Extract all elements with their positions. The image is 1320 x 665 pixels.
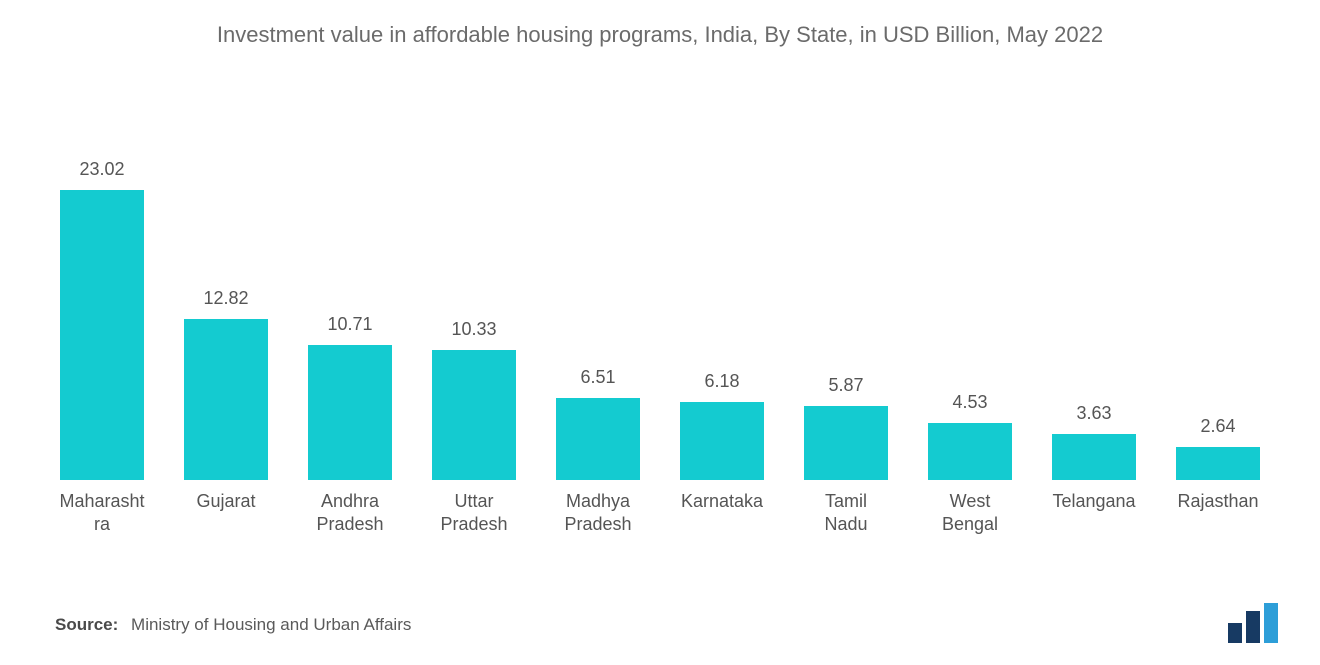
x-axis-labels: MaharashtraGujaratAndhraPradeshUttarPrad… bbox=[40, 490, 1280, 537]
bar-slot: 23.02 bbox=[40, 130, 164, 480]
bar-value-label: 23.02 bbox=[79, 159, 124, 180]
bar bbox=[804, 406, 888, 480]
x-axis-label: WestBengal bbox=[908, 490, 1032, 537]
bar bbox=[184, 319, 268, 481]
chart-plot: 23.02 12.82 10.71 10.33 6.51 6.18 5.87 4.53 3.63… bbox=[40, 130, 1280, 480]
bar-slot: 6.51 bbox=[536, 130, 660, 480]
logo-bar-2 bbox=[1246, 611, 1260, 643]
bar bbox=[1052, 434, 1136, 480]
bar-value-label: 5.87 bbox=[828, 375, 863, 396]
bar-value-label: 2.64 bbox=[1200, 416, 1235, 437]
bar bbox=[680, 402, 764, 480]
bar bbox=[928, 423, 1012, 480]
x-axis-label: TamilNadu bbox=[784, 490, 908, 537]
bar bbox=[1176, 447, 1260, 480]
bar-value-label: 10.33 bbox=[451, 319, 496, 340]
chart-title: Investment value in affordable housing p… bbox=[0, 0, 1320, 48]
brand-logo-icon bbox=[1226, 603, 1282, 643]
bar bbox=[556, 398, 640, 480]
bar-slot: 6.18 bbox=[660, 130, 784, 480]
bar-value-label: 6.51 bbox=[580, 367, 615, 388]
bar-slot: 5.87 bbox=[784, 130, 908, 480]
bar-value-label: 6.18 bbox=[704, 371, 739, 392]
bar-value-label: 12.82 bbox=[203, 288, 248, 309]
logo-bar-1 bbox=[1228, 623, 1242, 643]
source-text: Ministry of Housing and Urban Affairs bbox=[131, 615, 411, 634]
source-line: Source: Ministry of Housing and Urban Af… bbox=[55, 615, 411, 635]
bar bbox=[60, 190, 144, 480]
x-axis-label: Maharashtra bbox=[40, 490, 164, 537]
bar-slot: 3.63 bbox=[1032, 130, 1156, 480]
bar-value-label: 4.53 bbox=[952, 392, 987, 413]
x-axis-label: Karnataka bbox=[660, 490, 784, 537]
bar-slot: 2.64 bbox=[1156, 130, 1280, 480]
bar-value-label: 3.63 bbox=[1076, 403, 1111, 424]
bar bbox=[308, 345, 392, 480]
bar-slot: 10.33 bbox=[412, 130, 536, 480]
x-axis-label: Gujarat bbox=[164, 490, 288, 537]
bar-slot: 12.82 bbox=[164, 130, 288, 480]
logo-bar-3 bbox=[1264, 603, 1278, 643]
bar-value-label: 10.71 bbox=[327, 314, 372, 335]
x-axis-label: AndhraPradesh bbox=[288, 490, 412, 537]
bar-slot: 10.71 bbox=[288, 130, 412, 480]
bar-slot: 4.53 bbox=[908, 130, 1032, 480]
x-axis-label: Telangana bbox=[1032, 490, 1156, 537]
bar bbox=[432, 350, 516, 480]
x-axis-label: MadhyaPradesh bbox=[536, 490, 660, 537]
x-axis-label: Rajasthan bbox=[1156, 490, 1280, 537]
source-label: Source: bbox=[55, 615, 118, 634]
x-axis-label: UttarPradesh bbox=[412, 490, 536, 537]
